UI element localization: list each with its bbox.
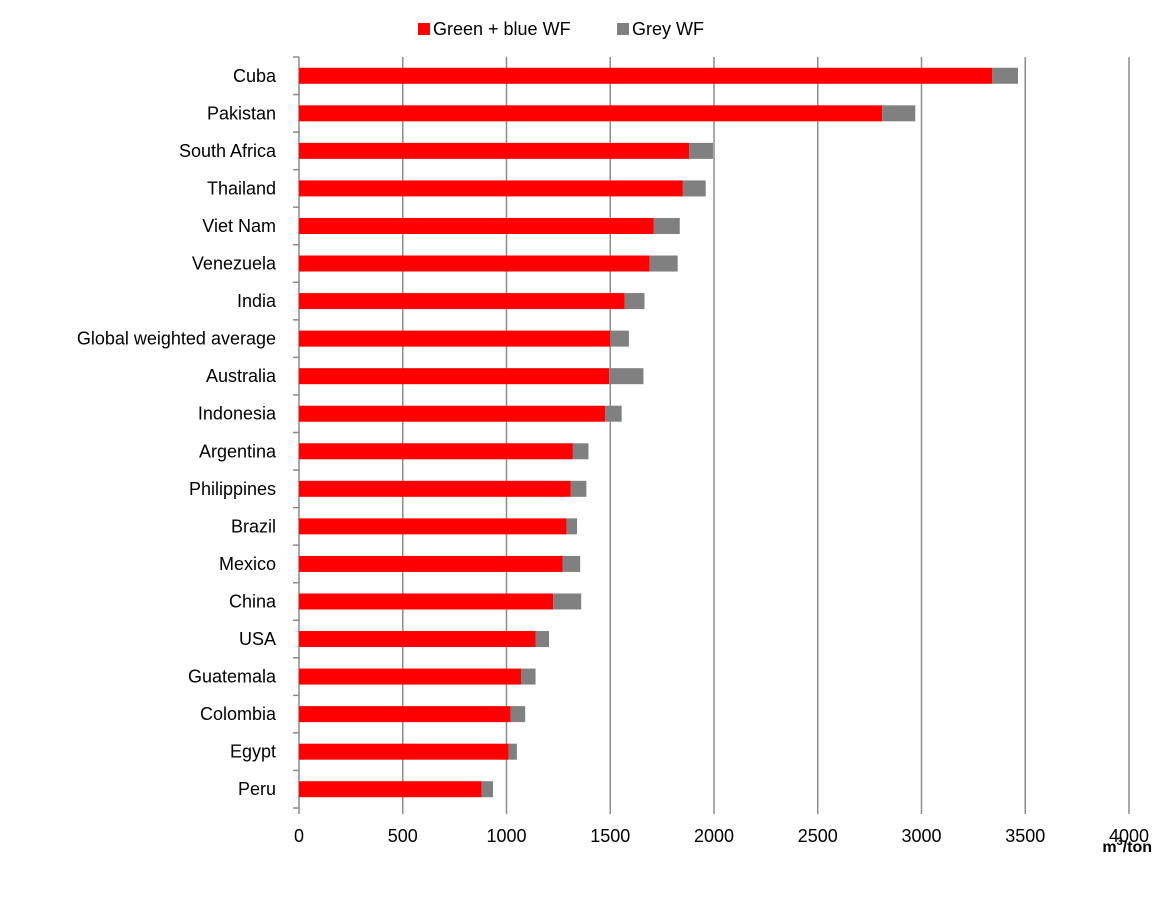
x-tick-label: 500 — [388, 826, 418, 846]
category-label: Venezuela — [192, 254, 277, 274]
bar-green-blue-wf — [299, 255, 650, 272]
bar-grey-wf — [566, 518, 578, 535]
bar-grey-wf — [882, 105, 916, 122]
category-label: Pakistan — [207, 103, 276, 123]
x-tick-labels: 0 500 1000 1500 2000 2500 3000 3500 4000 — [294, 826, 1149, 846]
category-label: Viet Nam — [202, 216, 276, 236]
bar-grey-wf — [521, 668, 536, 685]
bar-grey-wf — [553, 593, 582, 610]
x-tick-label: 4000 — [1109, 826, 1149, 846]
legend: Green + blue WF Grey WF — [418, 19, 704, 39]
category-label: Brazil — [231, 516, 276, 536]
bar-green-blue-wf — [299, 706, 511, 723]
bar-green-blue-wf — [299, 480, 571, 497]
bar-green-blue-wf — [299, 405, 606, 422]
category-label: Guatemala — [188, 667, 277, 687]
bar-green-blue-wf — [299, 368, 610, 385]
category-label: Cuba — [233, 66, 277, 86]
bar-grey-wf — [624, 293, 645, 310]
x-tick-label: 2000 — [694, 826, 734, 846]
category-label: Peru — [238, 779, 276, 799]
bar-grey-wf — [481, 781, 494, 798]
bar-green-blue-wf — [299, 631, 536, 648]
bar-grey-wf — [572, 443, 589, 460]
category-label: Thailand — [207, 178, 276, 198]
bars — [299, 67, 1018, 798]
bar-green-blue-wf — [299, 668, 522, 685]
bar-green-blue-wf — [299, 743, 509, 760]
bar-green-blue-wf — [299, 105, 883, 122]
category-label: Argentina — [199, 441, 277, 461]
bar-green-blue-wf — [299, 781, 482, 798]
bar-grey-wf — [649, 255, 678, 272]
gridlines — [293, 56, 1130, 814]
bar-grey-wf — [570, 480, 587, 497]
x-tick-label: 1000 — [486, 826, 526, 846]
bar-grey-wf — [610, 330, 629, 347]
bar-grey-wf — [605, 405, 622, 422]
category-label: China — [229, 591, 277, 611]
bar-green-blue-wf — [299, 555, 563, 572]
x-tick-label: 2500 — [798, 826, 838, 846]
x-tick-label: 3500 — [1005, 826, 1045, 846]
category-label: Philippines — [189, 479, 276, 499]
bar-green-blue-wf — [299, 518, 567, 535]
x-tick-label: 0 — [294, 826, 304, 846]
x-tick-label: 1500 — [590, 826, 630, 846]
bar-grey-wf — [689, 142, 713, 159]
legend-label: Green + blue WF — [433, 19, 571, 39]
bar-green-blue-wf — [299, 142, 690, 159]
legend-swatch — [418, 23, 430, 35]
bar-green-blue-wf — [299, 443, 573, 460]
bar-grey-wf — [609, 368, 644, 385]
x-tick-label: 3000 — [901, 826, 941, 846]
category-label: Mexico — [219, 554, 276, 574]
category-label: India — [237, 291, 277, 311]
bar-green-blue-wf — [299, 217, 654, 234]
bar-grey-wf — [653, 217, 680, 234]
bar-grey-wf — [510, 706, 526, 723]
category-labels: Cuba Pakistan South Africa Thailand Viet Nam… — [77, 66, 277, 799]
bar-grey-wf — [682, 180, 706, 197]
category-label: Egypt — [230, 742, 276, 762]
category-label: Global weighted average — [77, 329, 276, 349]
category-label: South Africa — [179, 141, 277, 161]
bar-green-blue-wf — [299, 67, 993, 84]
bar-grey-wf — [562, 555, 581, 572]
category-label: Indonesia — [198, 404, 277, 424]
category-label: USA — [239, 629, 276, 649]
category-label: Australia — [206, 366, 277, 386]
legend-label: Grey WF — [632, 19, 704, 39]
bar-grey-wf — [992, 67, 1018, 84]
category-label: Colombia — [200, 704, 277, 724]
x-axis-unit-label: m3/ton — [1102, 836, 1152, 856]
bar-grey-wf — [508, 743, 517, 760]
bar-green-blue-wf — [299, 330, 611, 347]
legend-swatch — [617, 23, 629, 35]
bar-green-blue-wf — [299, 593, 554, 610]
bar-green-blue-wf — [299, 293, 625, 310]
bar-grey-wf — [535, 631, 550, 648]
bar-green-blue-wf — [299, 180, 683, 197]
